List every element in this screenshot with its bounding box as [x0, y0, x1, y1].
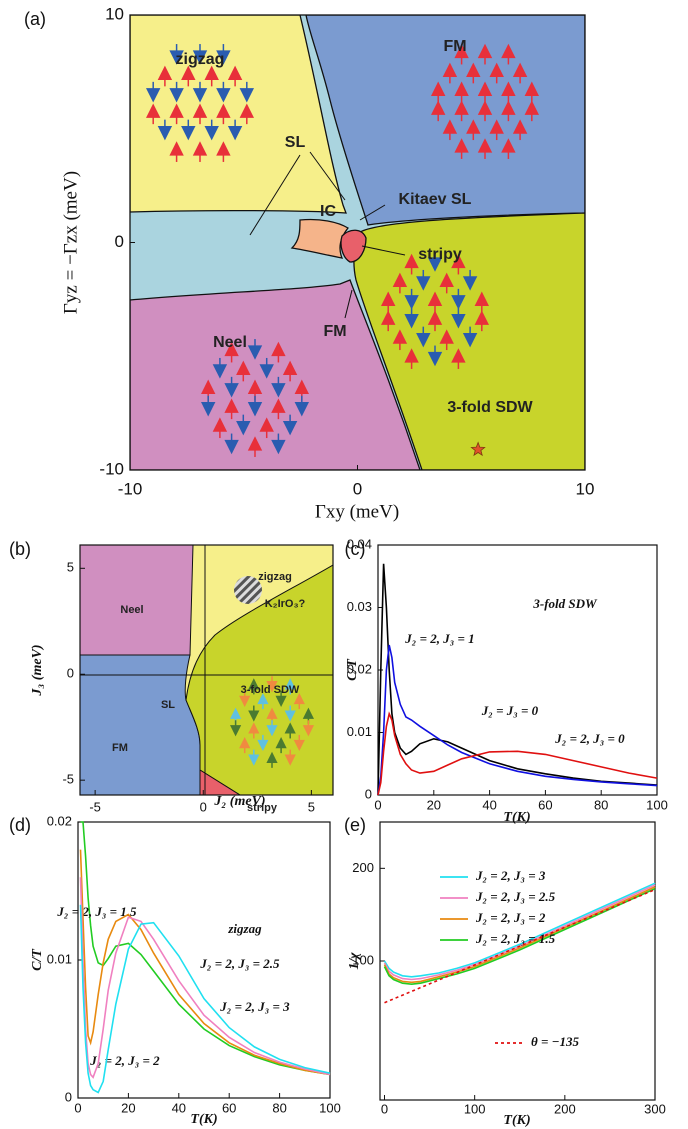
region-label: SL [161, 699, 175, 711]
x-tick-label: 100 [319, 1100, 341, 1115]
region-label: Kitaev SL [399, 191, 472, 208]
y-axis-label: J₃ (meV) [30, 644, 45, 696]
y-tick-label: 0 [65, 1089, 72, 1104]
x-tick-label: 300 [644, 1101, 666, 1116]
y-tick-label: 0 [67, 666, 74, 681]
region-label: SL [285, 134, 306, 151]
x-tick-label: -10 [118, 479, 143, 498]
y-tick-label: 5 [67, 560, 74, 575]
y-tick-label: 0.01 [347, 724, 372, 739]
y-tick-label: 0.01 [47, 951, 72, 966]
legend-label: J₂ = 2, J₃ = 2 [475, 910, 546, 925]
x-tick-label: 0 [74, 1100, 81, 1115]
x-tick-label: 0 [381, 1101, 388, 1116]
legend-label: J₂ = 2, J₃ = 3 [475, 868, 546, 883]
y-tick-label: 10 [105, 4, 124, 23]
panel-label: (a) [24, 9, 46, 29]
panel-label: (b) [9, 539, 31, 559]
frame [378, 545, 657, 795]
x-tick-label: 0 [353, 479, 362, 498]
x-tick-label: 60 [222, 1100, 236, 1115]
y-axis-label: C/T [345, 658, 360, 681]
region-label: stripy [247, 802, 278, 814]
y-axis-label: C/T [30, 948, 45, 971]
series-label: J₂ = 2, J₃ = 2.5 [199, 956, 280, 971]
x-axis-label: T(K) [503, 1113, 530, 1128]
x-tick-label: 100 [464, 1101, 486, 1116]
frame [380, 822, 655, 1100]
annotation: zigzag [227, 921, 262, 936]
x-axis-label: T(K) [503, 810, 530, 825]
legend-label: J₂ = 2, J₃ = 2.5 [475, 889, 556, 904]
x-tick-label: 5 [308, 799, 315, 814]
legend-label: J₂ = 2, J₃ = 1.5 [475, 931, 556, 946]
y-tick-label: 0.02 [47, 813, 72, 828]
region-label: FM [112, 742, 128, 754]
series-label: J₂ = J₃ = 0 [481, 703, 539, 718]
x-tick-label: 200 [554, 1101, 576, 1116]
x-tick-label: 80 [272, 1100, 286, 1115]
y-tick-label: 0.03 [347, 599, 372, 614]
figure: (a)(b)(c)(d)(e)-10010-10010Γxy (meV)Γyz … [0, 0, 688, 1129]
panel-label: (e) [344, 815, 366, 835]
x-tick-label: 10 [576, 479, 595, 498]
y-tick-label: 0.04 [347, 536, 372, 551]
x-axis-label: Γxy (meV) [315, 501, 399, 522]
series-label: J₂ = 2, J₃ = 3 [219, 999, 290, 1014]
region-label: Neel [213, 334, 247, 351]
x-tick-label: 60 [538, 797, 552, 812]
region-label: stripy [418, 246, 462, 263]
y-axis-label: Γyz = −Γzx (meV) [60, 171, 81, 314]
legend-label: θ = −135 [531, 1034, 580, 1049]
y-tick-label: 0 [365, 786, 372, 801]
y-tick-label: -5 [62, 772, 74, 787]
y-tick-label: 0 [115, 232, 124, 251]
y-axis-label: 1/χ [347, 952, 362, 970]
series-label: J₂ = 2, J₃ = 0 [554, 731, 625, 746]
region-label: zigzag [258, 571, 292, 583]
region-label: zigzag [176, 51, 225, 68]
x-tick-label: 0 [200, 799, 207, 814]
region-label: 3-fold SDW [241, 684, 300, 696]
y-tick-label: -10 [99, 459, 124, 478]
region-label: FM [443, 38, 466, 55]
x-tick-label: 0 [374, 797, 381, 812]
panel-label: (d) [9, 815, 31, 835]
series-label: J₂ = 2, J₃ = 1 [404, 631, 474, 646]
x-tick-label: 20 [427, 797, 441, 812]
region-label: Neel [120, 604, 143, 616]
x-tick-label: 20 [121, 1100, 135, 1115]
region-label: IC [320, 203, 336, 220]
x-tick-label: 40 [482, 797, 496, 812]
x-tick-label: 40 [172, 1100, 186, 1115]
region-label: K₂IrO₃? [265, 598, 306, 610]
region-label: 3-fold SDW [447, 399, 533, 416]
x-tick-label: 100 [646, 797, 668, 812]
series-line [378, 564, 657, 795]
annotation: 3-fold SDW [532, 596, 598, 611]
x-tick-label: 80 [594, 797, 608, 812]
y-tick-label: 200 [352, 860, 374, 875]
x-tick-label: -5 [89, 799, 101, 814]
region-label: FM [323, 323, 346, 340]
x-axis-label: T(K) [190, 1112, 217, 1127]
phase-regions-b [80, 545, 333, 795]
